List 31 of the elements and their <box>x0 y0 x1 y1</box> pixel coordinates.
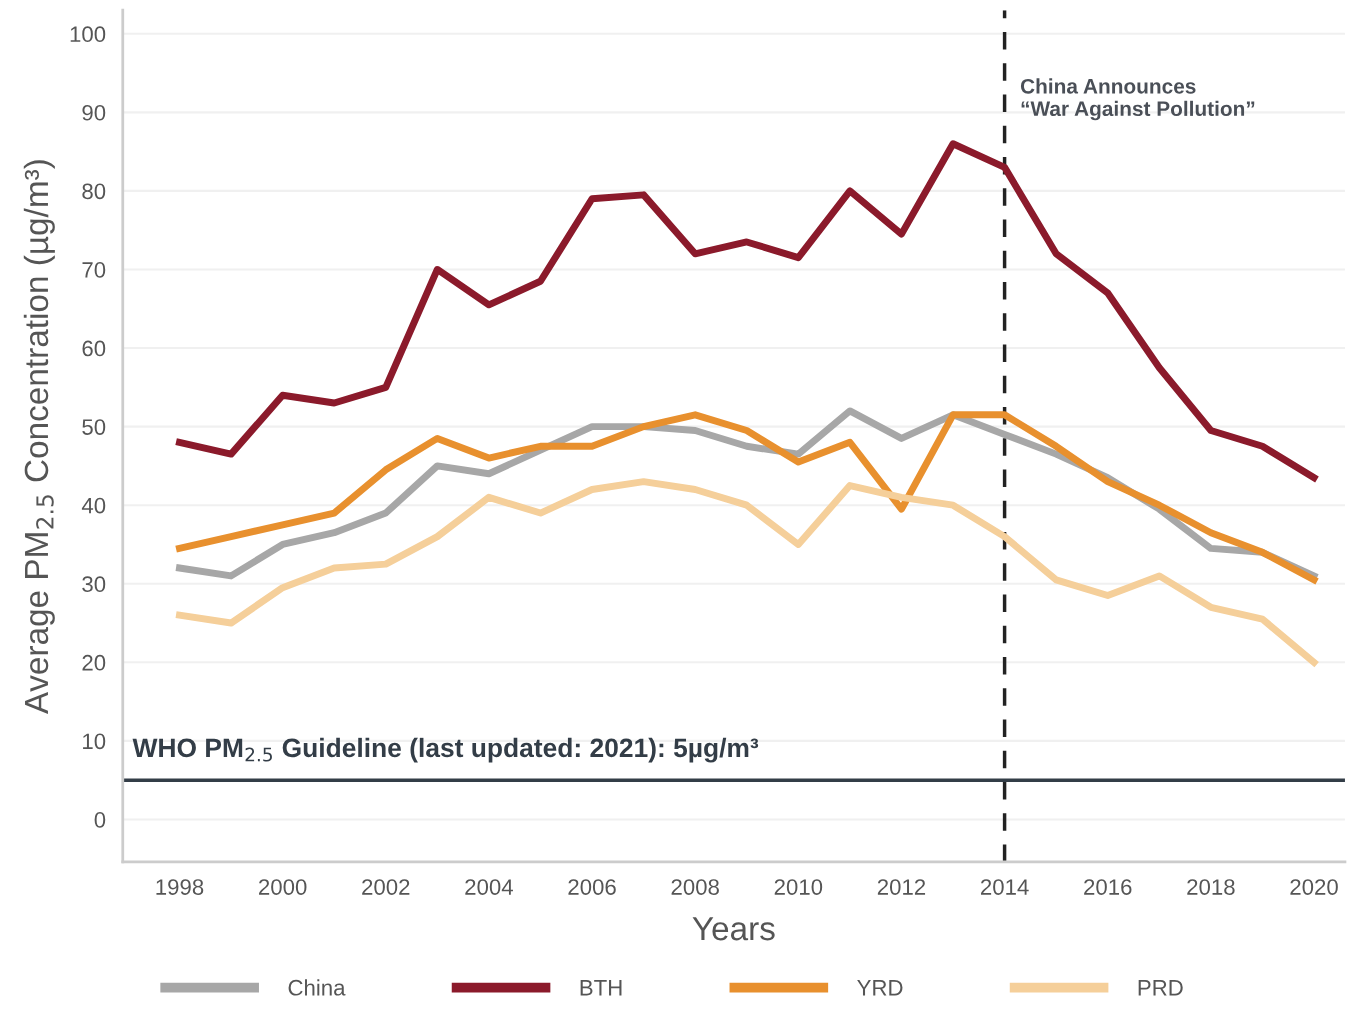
y-tick-label: 70 <box>82 262 106 278</box>
y-tick-label: 100 <box>70 26 106 43</box>
y-tick-label: 60 <box>82 340 106 357</box>
ref-line-label: WHO PM$_{2.5}$ Guideline (last updated: 2021): 5µg/m³ <box>132 737 759 763</box>
x-tick-label: 2016 <box>1084 879 1132 895</box>
x-tick-label: 2002 <box>362 879 410 895</box>
legend-label: China <box>288 979 346 996</box>
x-axis-title: Years <box>692 917 775 941</box>
x-tick-label: 2004 <box>465 879 513 895</box>
x-tick-label: 2020 <box>1290 879 1338 895</box>
y-tick-label: 20 <box>82 654 106 671</box>
x-tick-label: 2006 <box>568 879 616 895</box>
x-tick-label: 2014 <box>981 879 1029 895</box>
legend-label: YRD <box>857 980 903 996</box>
y-tick-label: 90 <box>82 104 106 121</box>
x-tick-label: 2012 <box>877 879 926 895</box>
y-tick-label: 0 <box>94 812 106 828</box>
y-tick-label: 10 <box>83 733 106 750</box>
y-tick-label: 30 <box>82 576 106 593</box>
x-tick-label: 2010 <box>774 879 823 895</box>
x-tick-label: 2000 <box>259 879 307 895</box>
x-tick-label: 2008 <box>671 879 719 895</box>
y-tick-label: 50 <box>82 419 106 435</box>
legend-label: BTH <box>580 980 622 996</box>
legend-label: PRD <box>1138 980 1183 996</box>
y-axis-title: Average PM$_{2.5}$ Concentration (µg/m³) <box>23 160 55 714</box>
ref-line-label: China Announces “War Against Pollution” <box>1020 78 1255 121</box>
x-tick-label: 2018 <box>1187 879 1235 895</box>
y-tick-label: 80 <box>82 183 106 200</box>
x-tick-label: 1998 <box>156 879 204 895</box>
y-tick-label: 40 <box>81 497 106 514</box>
